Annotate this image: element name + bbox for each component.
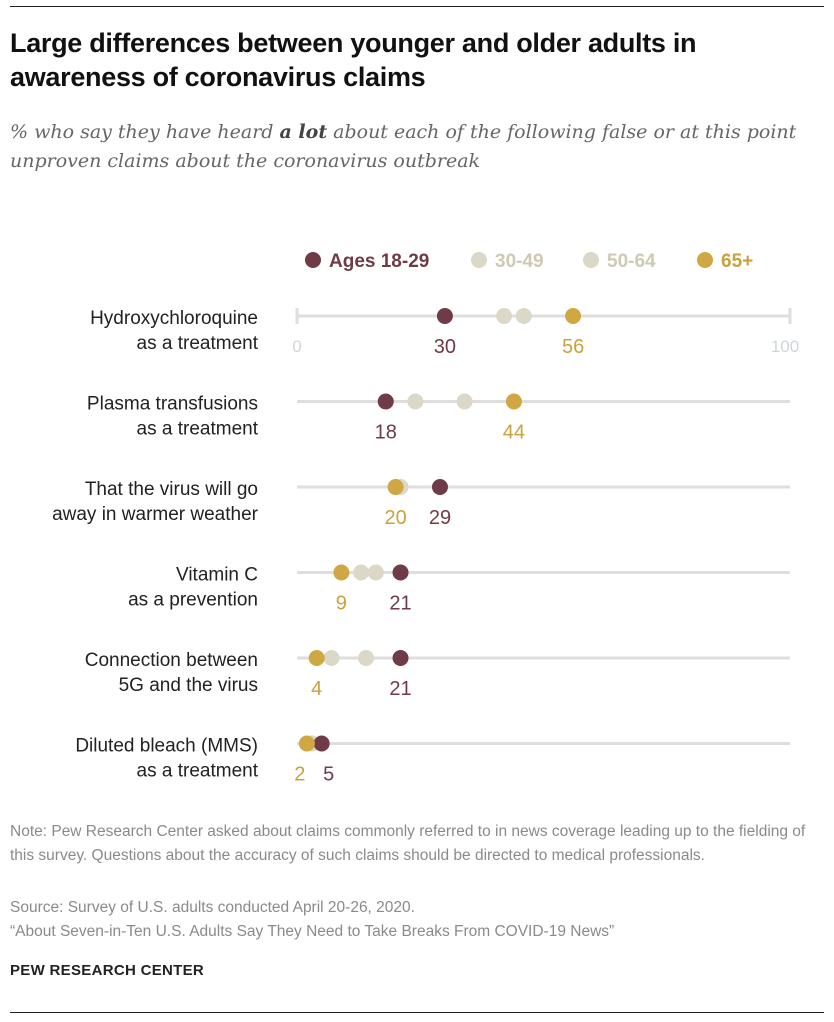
category-label: away in warmer weather — [52, 504, 259, 525]
category-label: as a treatment — [137, 761, 259, 782]
data-label: 21 — [389, 593, 411, 615]
data-point — [313, 735, 330, 752]
data-point — [353, 564, 370, 581]
legend-marker — [697, 252, 713, 268]
legend-label: 50-64 — [607, 251, 656, 272]
data-point — [505, 393, 522, 410]
category-label: as a treatment — [137, 419, 259, 440]
legend-marker — [583, 252, 599, 268]
category-label: Vitamin C — [176, 565, 258, 586]
data-point — [308, 650, 325, 666]
data-label: 21 — [389, 678, 411, 700]
category-label: as a treatment — [137, 333, 259, 354]
x-tick-label: 0 — [292, 337, 301, 356]
brand-logo: PEW RESEARCH CENTER — [10, 962, 205, 979]
data-label: 4 — [311, 678, 322, 700]
category-label: Hydroxychloroquine — [90, 308, 258, 329]
legend-marker — [305, 252, 321, 268]
legend-label: 30-49 — [495, 251, 544, 272]
data-point — [323, 650, 340, 666]
data-label: 44 — [503, 422, 525, 444]
data-point — [407, 393, 424, 410]
data-point — [367, 564, 384, 581]
data-point — [515, 308, 532, 324]
legend-marker — [471, 252, 487, 268]
data-point — [431, 479, 448, 495]
data-point — [387, 479, 404, 495]
top-rule — [10, 6, 824, 7]
category-label: Plasma transfusions — [87, 394, 258, 415]
data-point — [298, 735, 315, 752]
data-label: 2 — [294, 764, 305, 786]
source: Source: Survey of U.S. adults conducted … — [10, 899, 415, 916]
data-label: 20 — [384, 507, 406, 529]
x-tick-label: 100 — [771, 337, 799, 356]
legend-label: Ages 18-29 — [329, 251, 429, 272]
data-label: 30 — [434, 336, 456, 358]
chart-subtitle: % who say they have heard a lot about ea… — [10, 118, 825, 176]
subtitle-text: about each of the following false or at … — [10, 121, 797, 172]
data-point — [392, 650, 409, 666]
data-label: 56 — [562, 336, 584, 358]
category-label: That the virus will go — [85, 479, 258, 500]
data-point — [333, 564, 350, 581]
data-point — [496, 308, 513, 324]
data-label: 9 — [336, 593, 347, 615]
legend-label: 65+ — [721, 251, 753, 272]
data-label: 29 — [429, 507, 451, 529]
report-title: “About Seven-in-Ten U.S. Adults Say They… — [10, 923, 615, 940]
data-point — [358, 650, 375, 666]
data-point — [377, 393, 394, 410]
category-label: Diluted bleach (MMS) — [75, 736, 258, 757]
data-label: 18 — [375, 422, 397, 444]
data-point — [436, 308, 453, 324]
data-point — [565, 308, 582, 324]
category-label: as a prevention — [128, 590, 258, 611]
category-label: Connection between — [85, 650, 258, 671]
bottom-rule — [10, 1012, 824, 1013]
dot-plot: Ages 18-29 30-49 50-64 65+ 0 100 Hydroxychloro… — [52, 251, 799, 786]
category-label: 5G and the virus — [119, 675, 258, 696]
subtitle-text: % who say they have heard — [10, 121, 280, 143]
data-point — [392, 564, 409, 581]
chart-title: Large differences between younger and ol… — [10, 28, 697, 92]
note: Note: Pew Research Center asked about cl… — [10, 823, 806, 864]
data-point — [456, 393, 473, 410]
subtitle-emphasis: a lot — [279, 121, 328, 143]
data-label: 5 — [323, 764, 334, 786]
